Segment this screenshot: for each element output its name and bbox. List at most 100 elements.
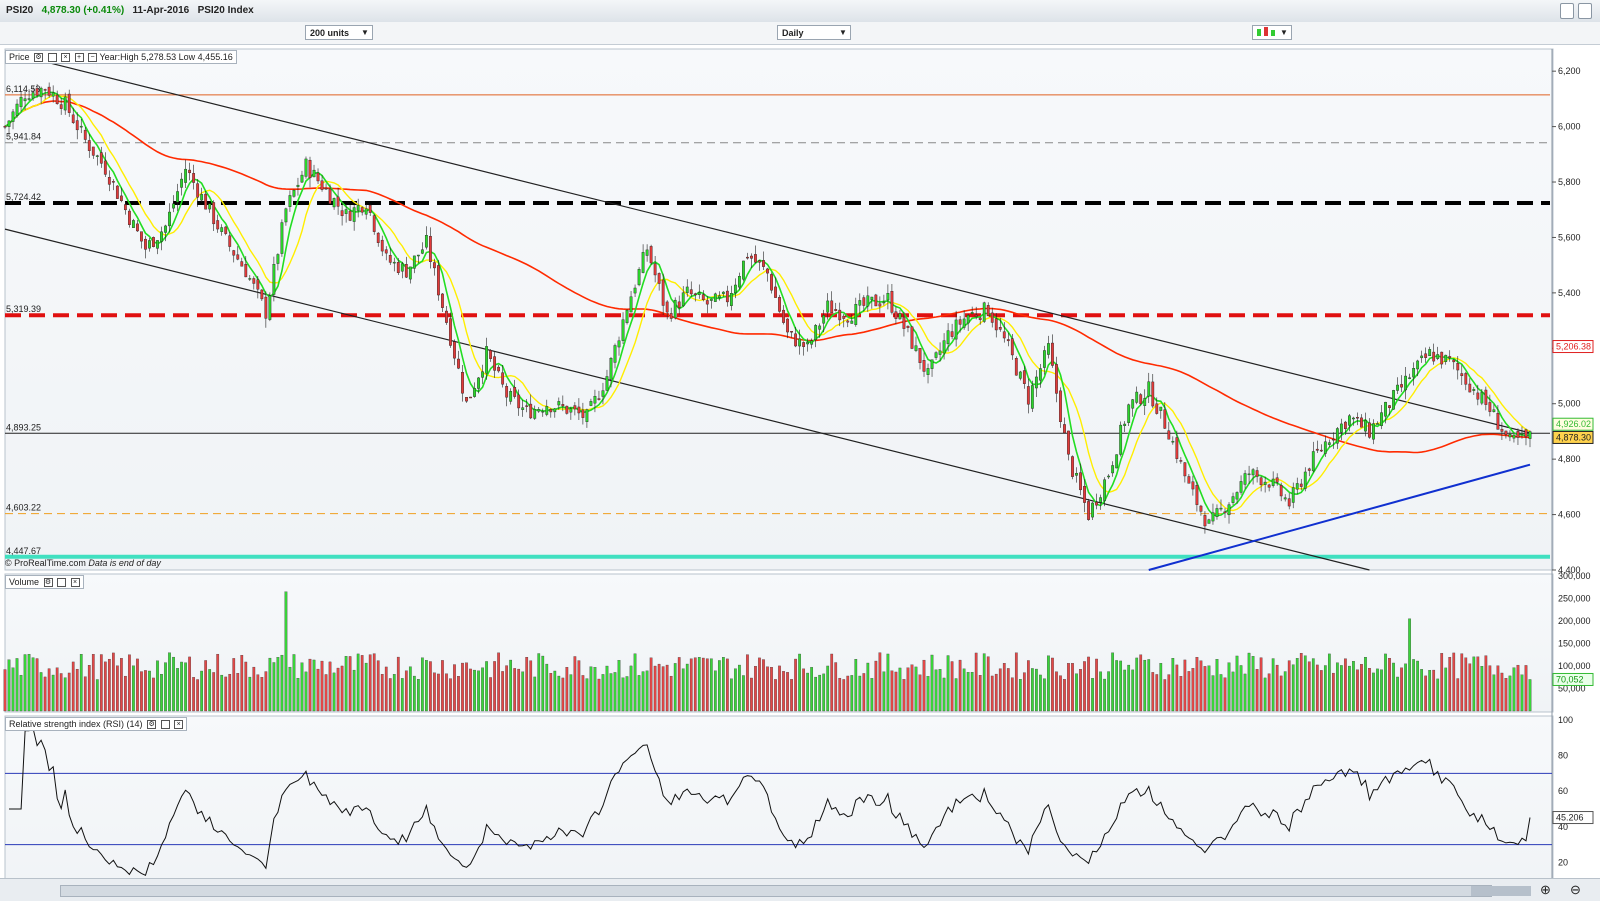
candle-body [621, 319, 625, 341]
candle-body [188, 169, 192, 174]
wrench-icon[interactable]: ⚙ [147, 720, 157, 730]
rsi-panel[interactable] [4, 715, 1554, 900]
candle-body [1219, 507, 1223, 510]
volume-bar [846, 675, 850, 712]
volume-bar [276, 657, 280, 712]
volume-bar [1448, 657, 1452, 712]
volume-bar [352, 669, 356, 712]
volume-bar [140, 671, 143, 712]
volume-bar [1263, 677, 1267, 712]
volume-bar [814, 676, 818, 712]
chart-scrollbar[interactable]: ⊕ ⊖ [0, 878, 1600, 901]
volume-bar [589, 666, 593, 712]
volume-bar [1199, 660, 1203, 712]
candle-body [184, 168, 187, 183]
volume-bar [1480, 666, 1484, 712]
candle-body [344, 209, 348, 214]
candle-body [617, 340, 621, 348]
candle-body [1071, 456, 1074, 477]
volume-bar [252, 666, 256, 712]
volume-bar [1175, 664, 1179, 712]
window-icon[interactable] [47, 53, 57, 63]
wrench-icon[interactable]: ⚙ [43, 578, 53, 588]
volume-bar [1323, 665, 1327, 712]
candle-body [164, 225, 167, 233]
volume-bar [107, 658, 111, 712]
candle-body [1484, 389, 1488, 405]
candle-body [1516, 431, 1520, 438]
candle-body [950, 331, 954, 337]
candle-body [160, 231, 163, 242]
volume-bar [1235, 655, 1239, 712]
volume-bar [1191, 668, 1195, 712]
candle-body [208, 203, 212, 210]
candle-body [140, 231, 143, 242]
zoom-in-icon[interactable]: + [74, 53, 84, 63]
window-icon[interactable] [160, 720, 170, 730]
volume-bar [493, 661, 496, 712]
volume-tick-label: 150,000 [1558, 639, 1591, 649]
volume-bar [1147, 659, 1151, 712]
volume-bar [1299, 653, 1303, 712]
candle-body [525, 405, 529, 407]
volume-bar [1255, 669, 1259, 712]
candle-body [906, 325, 910, 328]
volume-bar [1344, 658, 1347, 712]
period-select[interactable]: Daily ▼ [777, 25, 851, 40]
volume-bar [1231, 671, 1235, 712]
minimize-button[interactable] [1560, 3, 1574, 19]
volume-bar [1279, 675, 1283, 712]
candle-body [838, 309, 842, 321]
window-icon[interactable] [57, 578, 67, 588]
candle-body [1207, 519, 1211, 524]
volume-bar [954, 678, 958, 712]
volume-bar [71, 661, 75, 712]
close-icon[interactable]: × [174, 720, 184, 730]
volume-bar [681, 668, 685, 712]
scroll-track[interactable] [60, 885, 1531, 897]
volume-bar [1259, 657, 1263, 712]
close-icon[interactable]: × [61, 53, 71, 63]
volume-bar [272, 662, 276, 712]
candle-body [1420, 355, 1424, 359]
units-select-value: 200 units [310, 28, 350, 38]
candle-body [577, 406, 581, 414]
zoom-out-icon[interactable]: ⊖ [1570, 882, 1581, 897]
candle-body [172, 203, 175, 209]
candle-body [1496, 413, 1500, 430]
volume-bar [1179, 676, 1183, 712]
volume-bar [1516, 664, 1520, 712]
candle-body [1199, 505, 1203, 512]
price-tick-label: 4,600 [1558, 510, 1581, 520]
close-icon[interactable]: × [70, 578, 80, 588]
volume-bar [268, 657, 272, 712]
rsi-series [5, 727, 1552, 876]
scroll-thumb[interactable] [1471, 886, 1531, 896]
volume-bar [1352, 661, 1355, 712]
units-select[interactable]: 200 units ▼ [305, 25, 373, 40]
volume-bar [962, 668, 966, 712]
candle-body [1235, 492, 1239, 500]
zoom-in-icon[interactable]: ⊕ [1540, 882, 1551, 897]
volume-bar [27, 653, 31, 712]
candle-body [308, 159, 312, 179]
candle-body [866, 295, 870, 307]
wrench-icon[interactable]: ⚙ [34, 53, 44, 63]
volume-bar [1035, 668, 1038, 712]
volume-bar [1006, 668, 1010, 712]
candle-body [1259, 477, 1263, 486]
chart-type-select[interactable]: ▼ [1252, 25, 1292, 40]
candle-body [758, 260, 761, 263]
chart-area[interactable]: 6,114.53 5,941.84 5,724.42 5,319.39 4,893.25… [0, 44, 1600, 900]
volume-bar [176, 668, 179, 712]
volume-bar [902, 679, 906, 712]
volume-bar [292, 654, 296, 712]
candle-body [276, 254, 280, 264]
candle-body [340, 210, 344, 217]
zoom-out-icon[interactable]: − [88, 53, 98, 63]
candle-body [473, 388, 476, 397]
rsi-tick-label: 60 [1558, 786, 1568, 796]
candle-body [1504, 430, 1508, 435]
close-window-button[interactable] [1578, 3, 1592, 19]
volume-bar [1492, 674, 1496, 712]
